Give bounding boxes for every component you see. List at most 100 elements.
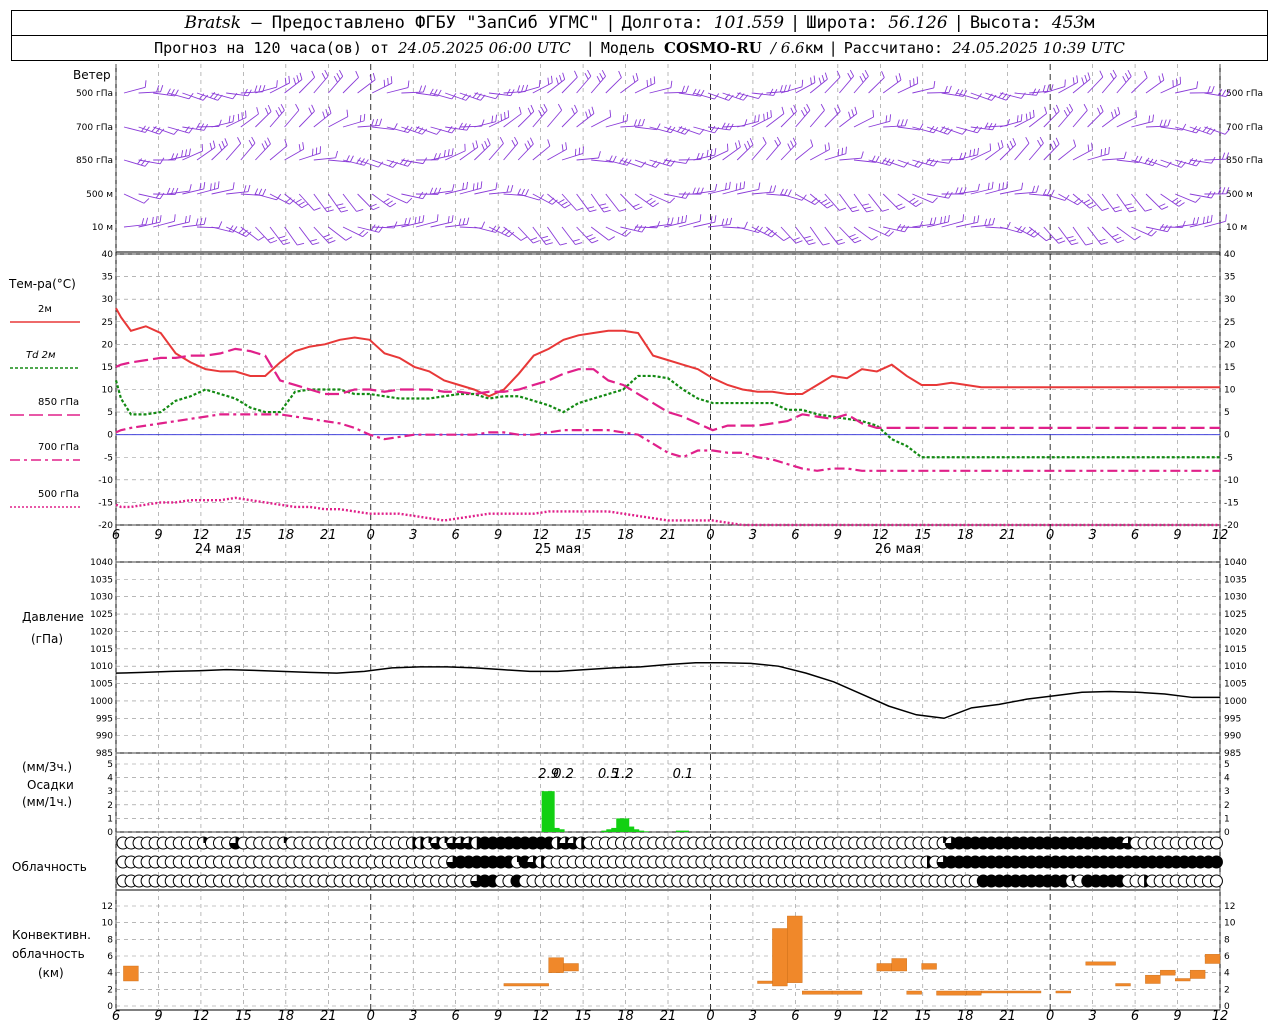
wind-barb-feather bbox=[243, 88, 248, 96]
wind-barb-feather bbox=[823, 201, 831, 206]
precip-total-label: 0.5 bbox=[598, 767, 619, 782]
wind-barb bbox=[547, 193, 571, 209]
wind-barb bbox=[1204, 89, 1231, 97]
wind-barb-feather bbox=[1066, 235, 1074, 239]
wind-barb-feather bbox=[779, 85, 783, 93]
wind-barb-feather bbox=[696, 152, 700, 160]
wind-barb-feather bbox=[500, 113, 503, 121]
wind-barb bbox=[445, 143, 466, 161]
wind-barb bbox=[1043, 193, 1070, 201]
wind-barb-feather bbox=[770, 110, 772, 118]
wind-barb-feather bbox=[422, 215, 425, 223]
wind-barb-feather bbox=[491, 225, 497, 232]
wind-barb-feather bbox=[1046, 236, 1053, 242]
wind-barb-feather bbox=[297, 242, 305, 246]
wind-barb-shaft bbox=[926, 92, 950, 94]
wind-barb-shaft bbox=[722, 146, 741, 161]
wind-barb-feather bbox=[518, 106, 522, 114]
wind-barb-shaft bbox=[1145, 79, 1165, 94]
wind-barb-feather bbox=[758, 226, 763, 233]
wind-barb bbox=[123, 217, 149, 228]
wind-barb bbox=[517, 226, 540, 244]
precip-bar bbox=[675, 830, 689, 832]
pressure-ytick-right: 1000 bbox=[1224, 697, 1247, 707]
wind-barb bbox=[459, 181, 483, 195]
wind-barb-shaft bbox=[809, 226, 824, 246]
wind-barb-shaft bbox=[386, 87, 409, 94]
wind-barb-feather bbox=[681, 191, 687, 198]
wind-barb-feather bbox=[1225, 214, 1227, 222]
wind-barb-feather bbox=[667, 217, 670, 225]
wind-barb-feather bbox=[529, 137, 534, 145]
wind-barb-shaft bbox=[371, 82, 393, 94]
wind-barb-shaft bbox=[561, 226, 576, 245]
temp-ytick-left: 0 bbox=[107, 431, 113, 441]
wind-barb bbox=[809, 72, 828, 94]
wind-barb-feather bbox=[738, 140, 741, 148]
wind-barb bbox=[737, 114, 760, 128]
wind-barb-feather bbox=[836, 70, 841, 78]
x-tick-label-bottom: 12 bbox=[193, 1009, 210, 1024]
wind-barb-feather bbox=[258, 236, 265, 241]
wind-barb bbox=[182, 92, 209, 101]
wind-barb-feather bbox=[324, 69, 329, 77]
wind-barb bbox=[737, 225, 763, 234]
x-tick-label-temp: 3 bbox=[1088, 528, 1096, 543]
wind-barb-shaft bbox=[737, 189, 759, 195]
wind-barb-shaft bbox=[342, 193, 357, 212]
wind-barb bbox=[328, 226, 353, 241]
wind-barb bbox=[269, 75, 291, 94]
wind-barb-feather bbox=[166, 187, 171, 195]
wind-barb-feather bbox=[1071, 242, 1079, 246]
wind-barb-feather bbox=[325, 237, 333, 241]
wind-barb-feather bbox=[959, 187, 963, 195]
wind-barb-shaft bbox=[1204, 220, 1226, 228]
wind-barb-feather bbox=[184, 126, 190, 133]
wind-barb bbox=[415, 214, 439, 228]
wind-barb bbox=[664, 126, 690, 135]
wind-barb-feather bbox=[656, 221, 661, 228]
wind-barb-feather bbox=[1042, 188, 1047, 196]
wind-barb-feather bbox=[508, 231, 515, 238]
wind-barb-feather bbox=[988, 122, 993, 130]
wind-barb-feather bbox=[824, 144, 827, 152]
temp-ytick-right: -20 bbox=[1224, 521, 1239, 531]
precip-ytick-right: 5 bbox=[1224, 760, 1230, 770]
wind-barb-feather bbox=[499, 137, 504, 144]
wind-barb bbox=[255, 226, 278, 244]
wind-barb-shaft bbox=[1072, 226, 1086, 246]
wind-barb-feather bbox=[275, 110, 280, 117]
wind-barb-shaft bbox=[1087, 193, 1103, 211]
wind-barb-shaft bbox=[532, 226, 547, 245]
wind-barb-shaft bbox=[153, 220, 175, 228]
wind-level-label-right: 10 м bbox=[1226, 223, 1247, 233]
wind-barb-feather bbox=[1000, 140, 1004, 148]
wind-barb-shaft bbox=[1145, 159, 1167, 168]
wind-barb bbox=[547, 72, 566, 94]
temp-ytick-left: -5 bbox=[104, 453, 113, 463]
wind-barb bbox=[590, 226, 615, 241]
wind-barb bbox=[1204, 187, 1230, 195]
wind-barb bbox=[751, 136, 767, 161]
wind-barb-feather bbox=[1100, 149, 1103, 157]
temp-ytick-right: 30 bbox=[1224, 295, 1236, 305]
wind-barb-feather bbox=[758, 182, 761, 190]
x-tick-label-bottom: 18 bbox=[617, 1009, 634, 1024]
wind-barb-feather bbox=[1112, 206, 1120, 209]
wind-barb-feather bbox=[336, 203, 344, 206]
wind-barb-shaft bbox=[1131, 193, 1146, 212]
pressure-ytick-right: 1025 bbox=[1224, 610, 1247, 620]
wind-barb bbox=[1101, 226, 1125, 244]
wind-barb bbox=[970, 92, 997, 101]
wind-barb-shaft bbox=[547, 109, 563, 128]
wind-barb bbox=[970, 143, 992, 161]
wind-barb-feather bbox=[565, 142, 568, 150]
pressure-ytick-right: 990 bbox=[1224, 732, 1241, 742]
wind-barb-feather bbox=[632, 203, 640, 208]
wind-barb bbox=[386, 217, 411, 228]
wind-barb-feather bbox=[635, 73, 639, 80]
wind-barb-shaft bbox=[853, 116, 874, 128]
wind-barb-feather bbox=[984, 122, 989, 129]
x-tick-label-temp: 21 bbox=[999, 528, 1016, 543]
wind-barb bbox=[926, 126, 953, 135]
